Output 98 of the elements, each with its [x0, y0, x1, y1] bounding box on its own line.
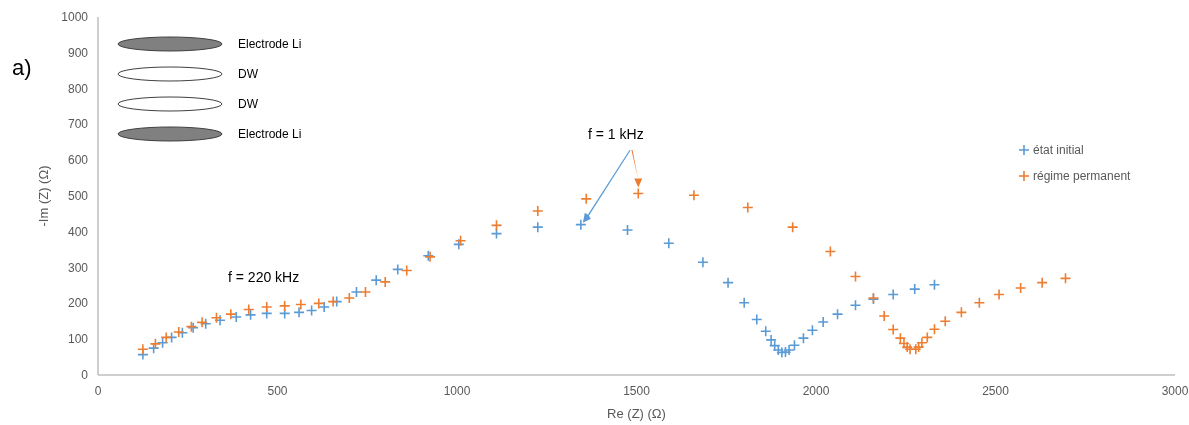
- x-axis-title: Re (Z) (Ω): [607, 406, 666, 421]
- y-tick-label: 200: [67, 296, 89, 311]
- annotation: f = 1 kHz: [588, 126, 644, 142]
- point: [391, 263, 404, 276]
- x-tick-label: 500: [267, 384, 288, 398]
- point: [379, 276, 391, 288]
- point: [955, 306, 968, 319]
- point: [531, 205, 544, 217]
- point: [928, 278, 941, 291]
- point: [817, 316, 829, 328]
- point: [137, 343, 149, 356]
- point: [454, 234, 467, 247]
- annotation: f = 220 kHz: [228, 269, 300, 285]
- point: [928, 323, 941, 335]
- point: [490, 219, 503, 232]
- point: [327, 295, 339, 308]
- point: [824, 245, 837, 258]
- y-tick-label: 100: [67, 332, 89, 347]
- point: [738, 296, 750, 309]
- point: [697, 256, 709, 269]
- y-tick-label: 800: [67, 81, 89, 96]
- point: [973, 296, 986, 309]
- legend-label: régime permanent: [1033, 169, 1132, 183]
- y-tick-label: 700: [67, 117, 89, 132]
- y-axis-title: -Im (Z) (Ω): [36, 165, 51, 227]
- point: [921, 331, 934, 344]
- point: [453, 238, 465, 251]
- point: [370, 274, 383, 286]
- annotation: Electrode Li: [238, 127, 302, 141]
- x-tick-label: 0: [94, 384, 102, 398]
- point: [849, 299, 862, 311]
- point: [531, 221, 544, 233]
- x-tick-label: 3000: [1161, 384, 1189, 398]
- point: [293, 306, 305, 319]
- y-tick-label: 400: [67, 224, 89, 239]
- point: [759, 325, 772, 338]
- point: [993, 288, 1005, 301]
- point: [359, 286, 372, 298]
- annotation: DW: [238, 97, 259, 111]
- x-tick-label: 2500: [982, 384, 1010, 398]
- point: [1014, 282, 1027, 294]
- point: [196, 316, 208, 329]
- y-tick-label: 500: [67, 189, 89, 203]
- point: [149, 338, 162, 350]
- point: [908, 283, 921, 295]
- point: [632, 187, 645, 200]
- legend-label: état initial: [1033, 143, 1084, 157]
- point: [580, 193, 593, 205]
- point: [305, 304, 318, 317]
- point: [176, 326, 189, 339]
- point: [350, 286, 363, 298]
- point: [214, 314, 226, 327]
- point: [172, 326, 185, 338]
- point: [343, 292, 356, 304]
- point: [490, 227, 503, 240]
- point: [849, 270, 862, 283]
- point: [1036, 276, 1048, 289]
- y-tick-label: 1000: [61, 10, 89, 24]
- point: [688, 189, 700, 202]
- point: [318, 301, 330, 313]
- x-tick-label: 2000: [802, 384, 830, 398]
- x-tick-label: 1000: [443, 384, 471, 398]
- point: [741, 201, 754, 214]
- point: [260, 301, 273, 313]
- point: [786, 221, 799, 233]
- point: [575, 218, 587, 231]
- point: [887, 323, 899, 336]
- point: [722, 276, 734, 289]
- point: [887, 288, 899, 301]
- point: [878, 310, 891, 322]
- point: [788, 339, 801, 352]
- point: [1059, 272, 1072, 285]
- x-tick-label: 1500: [623, 384, 651, 398]
- annotation: DW: [238, 67, 259, 81]
- point: [663, 237, 675, 250]
- y-tick-label: 300: [67, 260, 89, 275]
- point: [244, 309, 257, 321]
- point: [230, 311, 243, 323]
- point: [797, 332, 810, 344]
- y-tick-label: 900: [67, 45, 89, 60]
- point: [783, 344, 795, 356]
- point: [210, 311, 223, 324]
- point: [242, 303, 255, 316]
- point: [621, 224, 634, 236]
- point: [806, 324, 819, 337]
- point: [225, 308, 237, 320]
- point: [278, 300, 291, 312]
- point: [295, 298, 307, 311]
- text: a): [12, 55, 32, 80]
- point: [750, 313, 763, 326]
- y-tick-label: 600: [67, 153, 89, 168]
- point: [312, 297, 325, 310]
- y-tick-label: 0: [81, 368, 89, 382]
- annotation: Electrode Li: [238, 37, 302, 51]
- point: [400, 264, 413, 277]
- point: [831, 308, 844, 320]
- point: [939, 315, 952, 328]
- point: [160, 331, 173, 344]
